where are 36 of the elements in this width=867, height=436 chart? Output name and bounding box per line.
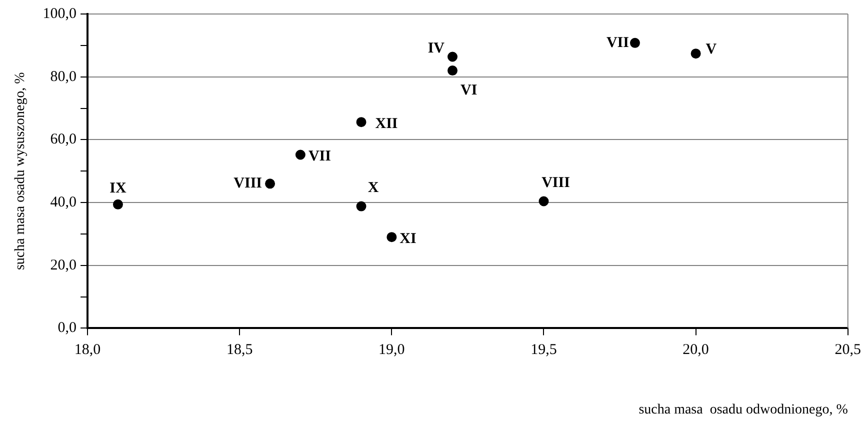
annotation: V bbox=[706, 41, 717, 58]
annotation: XII bbox=[375, 116, 398, 132]
point bbox=[690, 48, 701, 59]
x-tick-label: 20,0 bbox=[682, 342, 709, 358]
annotation: VI bbox=[460, 82, 478, 98]
point bbox=[356, 117, 366, 128]
y-tick-label: 0,0 bbox=[58, 320, 77, 336]
annotation: IX bbox=[110, 180, 126, 196]
point bbox=[448, 66, 458, 76]
point bbox=[112, 199, 123, 210]
annotation: VIII bbox=[234, 176, 262, 192]
annotation: VII bbox=[308, 148, 332, 165]
annotation: IV bbox=[428, 40, 445, 57]
point bbox=[356, 201, 366, 212]
annotation: VIII bbox=[542, 175, 570, 192]
y-tick-label: 100,0 bbox=[42, 6, 77, 22]
x-tick-label: 19,0 bbox=[378, 342, 405, 358]
y-axis-title: sucha masa osadu wysuszonego, % bbox=[13, 72, 28, 270]
point bbox=[630, 38, 640, 48]
point bbox=[448, 52, 458, 62]
x-tick-label: 18,0 bbox=[74, 342, 101, 358]
x-tick-label: 20,5 bbox=[834, 342, 861, 358]
x-axis-title: sucha masa osadu odwodnionego, % bbox=[638, 402, 848, 418]
point bbox=[295, 150, 306, 160]
y-tick-label: 40,0 bbox=[50, 194, 77, 210]
annotation: XI bbox=[400, 230, 417, 247]
annotation: VII bbox=[606, 34, 630, 51]
y-tick-label: 20,0 bbox=[50, 257, 77, 274]
point bbox=[265, 178, 276, 189]
point bbox=[538, 196, 549, 206]
point bbox=[386, 232, 397, 242]
y-tick-label: 80,0 bbox=[50, 68, 77, 85]
y-tick-label: 60,0 bbox=[50, 132, 77, 148]
annotation: X bbox=[368, 180, 379, 196]
x-tick-label: 19,5 bbox=[530, 342, 557, 358]
x-tick-label: 18,5 bbox=[226, 342, 253, 358]
